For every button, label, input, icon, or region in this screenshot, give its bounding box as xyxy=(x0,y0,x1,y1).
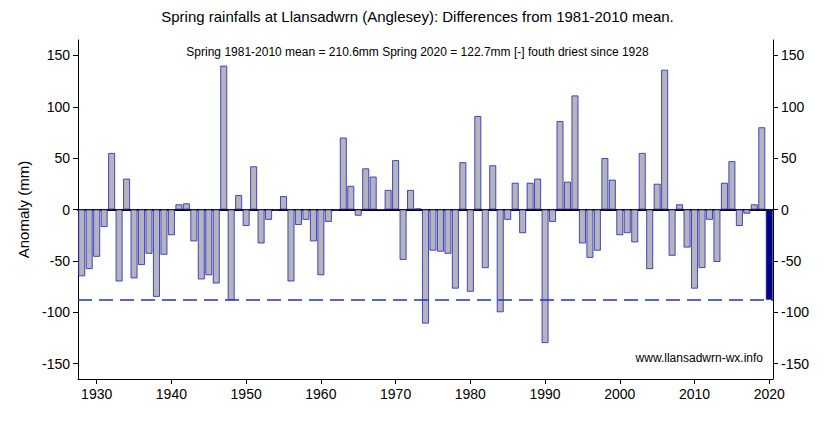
svg-text:-100: -100 xyxy=(781,304,809,320)
svg-text:2020: 2020 xyxy=(754,386,785,402)
svg-text:0: 0 xyxy=(62,202,70,218)
svg-text:100: 100 xyxy=(47,99,71,115)
svg-text:150: 150 xyxy=(47,47,71,63)
svg-text:50: 50 xyxy=(54,150,70,166)
svg-text:-150: -150 xyxy=(781,356,809,372)
svg-text:150: 150 xyxy=(781,47,805,63)
svg-text:1960: 1960 xyxy=(305,386,336,402)
svg-text:1940: 1940 xyxy=(156,386,187,402)
svg-text:50: 50 xyxy=(781,150,797,166)
svg-text:1980: 1980 xyxy=(455,386,486,402)
svg-text:Spring 1981-2010 mean = 210.6m: Spring 1981-2010 mean = 210.6mm Spring 2… xyxy=(186,45,649,59)
svg-text:1970: 1970 xyxy=(380,386,411,402)
svg-text:-50: -50 xyxy=(781,253,801,269)
svg-text:100: 100 xyxy=(781,99,805,115)
svg-text:2010: 2010 xyxy=(679,386,710,402)
svg-text:2000: 2000 xyxy=(604,386,635,402)
svg-text:-50: -50 xyxy=(50,253,70,269)
svg-text:1930: 1930 xyxy=(81,386,112,402)
svg-text:www.llansadwrn-wx.info: www.llansadwrn-wx.info xyxy=(635,351,764,365)
svg-text:-150: -150 xyxy=(42,356,70,372)
svg-text:Anomaly (mm): Anomaly (mm) xyxy=(15,161,32,259)
svg-text:Spring rainfalls at Llansadwrn: Spring rainfalls at Llansadwrn (Anglesey… xyxy=(161,8,674,25)
svg-text:-100: -100 xyxy=(42,304,70,320)
svg-text:1990: 1990 xyxy=(529,386,560,402)
svg-text:1950: 1950 xyxy=(231,386,262,402)
svg-text:0: 0 xyxy=(781,202,789,218)
